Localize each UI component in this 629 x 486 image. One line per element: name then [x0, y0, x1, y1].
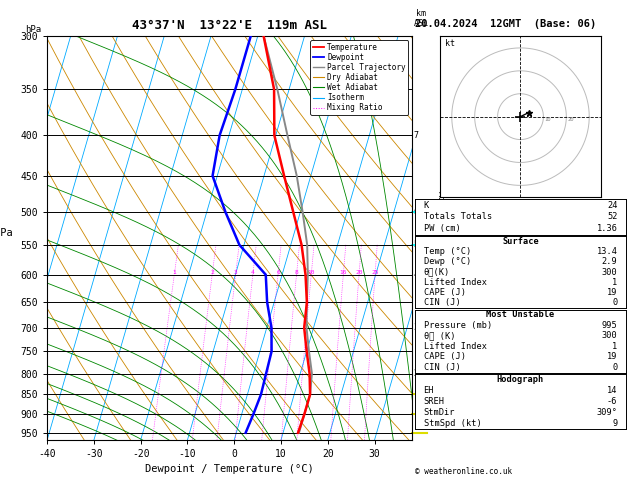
Text: Lifted Index: Lifted Index — [423, 342, 487, 351]
Text: StmDir: StmDir — [423, 408, 455, 417]
Text: © weatheronline.co.uk: © weatheronline.co.uk — [415, 467, 512, 476]
Text: CAPE (J): CAPE (J) — [423, 288, 465, 297]
Text: Mixing Ratio (g/kg): Mixing Ratio (g/kg) — [436, 191, 445, 286]
Text: 25: 25 — [371, 270, 379, 275]
Text: 10: 10 — [308, 270, 315, 275]
Text: 20.04.2024  12GMT  (Base: 06): 20.04.2024 12GMT (Base: 06) — [415, 19, 596, 29]
Text: 20: 20 — [567, 117, 574, 122]
Text: 3: 3 — [414, 323, 419, 332]
Text: 2: 2 — [210, 270, 214, 275]
Text: 0: 0 — [612, 363, 618, 372]
Text: 5: 5 — [414, 240, 419, 249]
Text: km
ASL: km ASL — [414, 9, 429, 28]
Text: 8: 8 — [294, 270, 298, 275]
Text: Most Unstable: Most Unstable — [486, 311, 555, 319]
Text: 1: 1 — [172, 270, 176, 275]
Text: 6: 6 — [276, 270, 280, 275]
Text: EH: EH — [423, 386, 434, 395]
Text: Pressure (mb): Pressure (mb) — [423, 321, 492, 330]
Text: CIN (J): CIN (J) — [423, 298, 460, 308]
Text: 2.9: 2.9 — [602, 258, 618, 266]
Text: 10: 10 — [545, 117, 551, 122]
Text: 20: 20 — [355, 270, 363, 275]
Text: 19: 19 — [607, 352, 618, 362]
Text: Surface: Surface — [502, 237, 539, 246]
Text: Lifted Index: Lifted Index — [423, 278, 487, 287]
Text: 16: 16 — [340, 270, 347, 275]
Text: StmSpd (kt): StmSpd (kt) — [423, 419, 481, 428]
Text: 6: 6 — [414, 208, 419, 217]
Text: 1: 1 — [414, 410, 419, 418]
Text: Temp (°C): Temp (°C) — [423, 247, 471, 256]
Text: 0: 0 — [612, 298, 618, 308]
Text: 1: 1 — [612, 278, 618, 287]
Text: 995: 995 — [602, 321, 618, 330]
Y-axis label: hPa: hPa — [0, 228, 13, 238]
Text: θᴇ(K): θᴇ(K) — [423, 268, 450, 277]
Text: 3: 3 — [234, 270, 238, 275]
Legend: Temperature, Dewpoint, Parcel Trajectory, Dry Adiabat, Wet Adiabat, Isotherm, Mi: Temperature, Dewpoint, Parcel Trajectory… — [311, 40, 408, 115]
Text: 14: 14 — [607, 386, 618, 395]
Text: hPa: hPa — [25, 25, 41, 34]
Text: kt: kt — [445, 38, 455, 48]
Text: SREH: SREH — [423, 397, 445, 406]
Text: 1.36: 1.36 — [596, 225, 618, 233]
Text: 9: 9 — [612, 419, 618, 428]
Text: 7: 7 — [414, 131, 419, 140]
Text: K: K — [423, 201, 429, 209]
Text: 13.4: 13.4 — [596, 247, 618, 256]
Text: 300: 300 — [602, 331, 618, 340]
Text: 2: 2 — [414, 369, 419, 378]
Text: Hodograph: Hodograph — [497, 375, 544, 384]
X-axis label: Dewpoint / Temperature (°C): Dewpoint / Temperature (°C) — [145, 465, 314, 474]
Text: 52: 52 — [607, 212, 618, 222]
Text: Dewp (°C): Dewp (°C) — [423, 258, 471, 266]
Text: 4: 4 — [251, 270, 255, 275]
Text: 1: 1 — [612, 342, 618, 351]
Text: 309°: 309° — [596, 408, 618, 417]
Text: 43°37'N  13°22'E  119m ASL: 43°37'N 13°22'E 119m ASL — [132, 18, 327, 32]
Text: 19: 19 — [607, 288, 618, 297]
Text: Totals Totals: Totals Totals — [423, 212, 492, 222]
Text: 4: 4 — [414, 270, 419, 279]
Text: θᴇ (K): θᴇ (K) — [423, 331, 455, 340]
Text: 300: 300 — [602, 268, 618, 277]
Text: LCL: LCL — [414, 392, 429, 401]
Text: PW (cm): PW (cm) — [423, 225, 460, 233]
Text: CIN (J): CIN (J) — [423, 363, 460, 372]
Text: 24: 24 — [607, 201, 618, 209]
Text: -6: -6 — [607, 397, 618, 406]
Text: CAPE (J): CAPE (J) — [423, 352, 465, 362]
